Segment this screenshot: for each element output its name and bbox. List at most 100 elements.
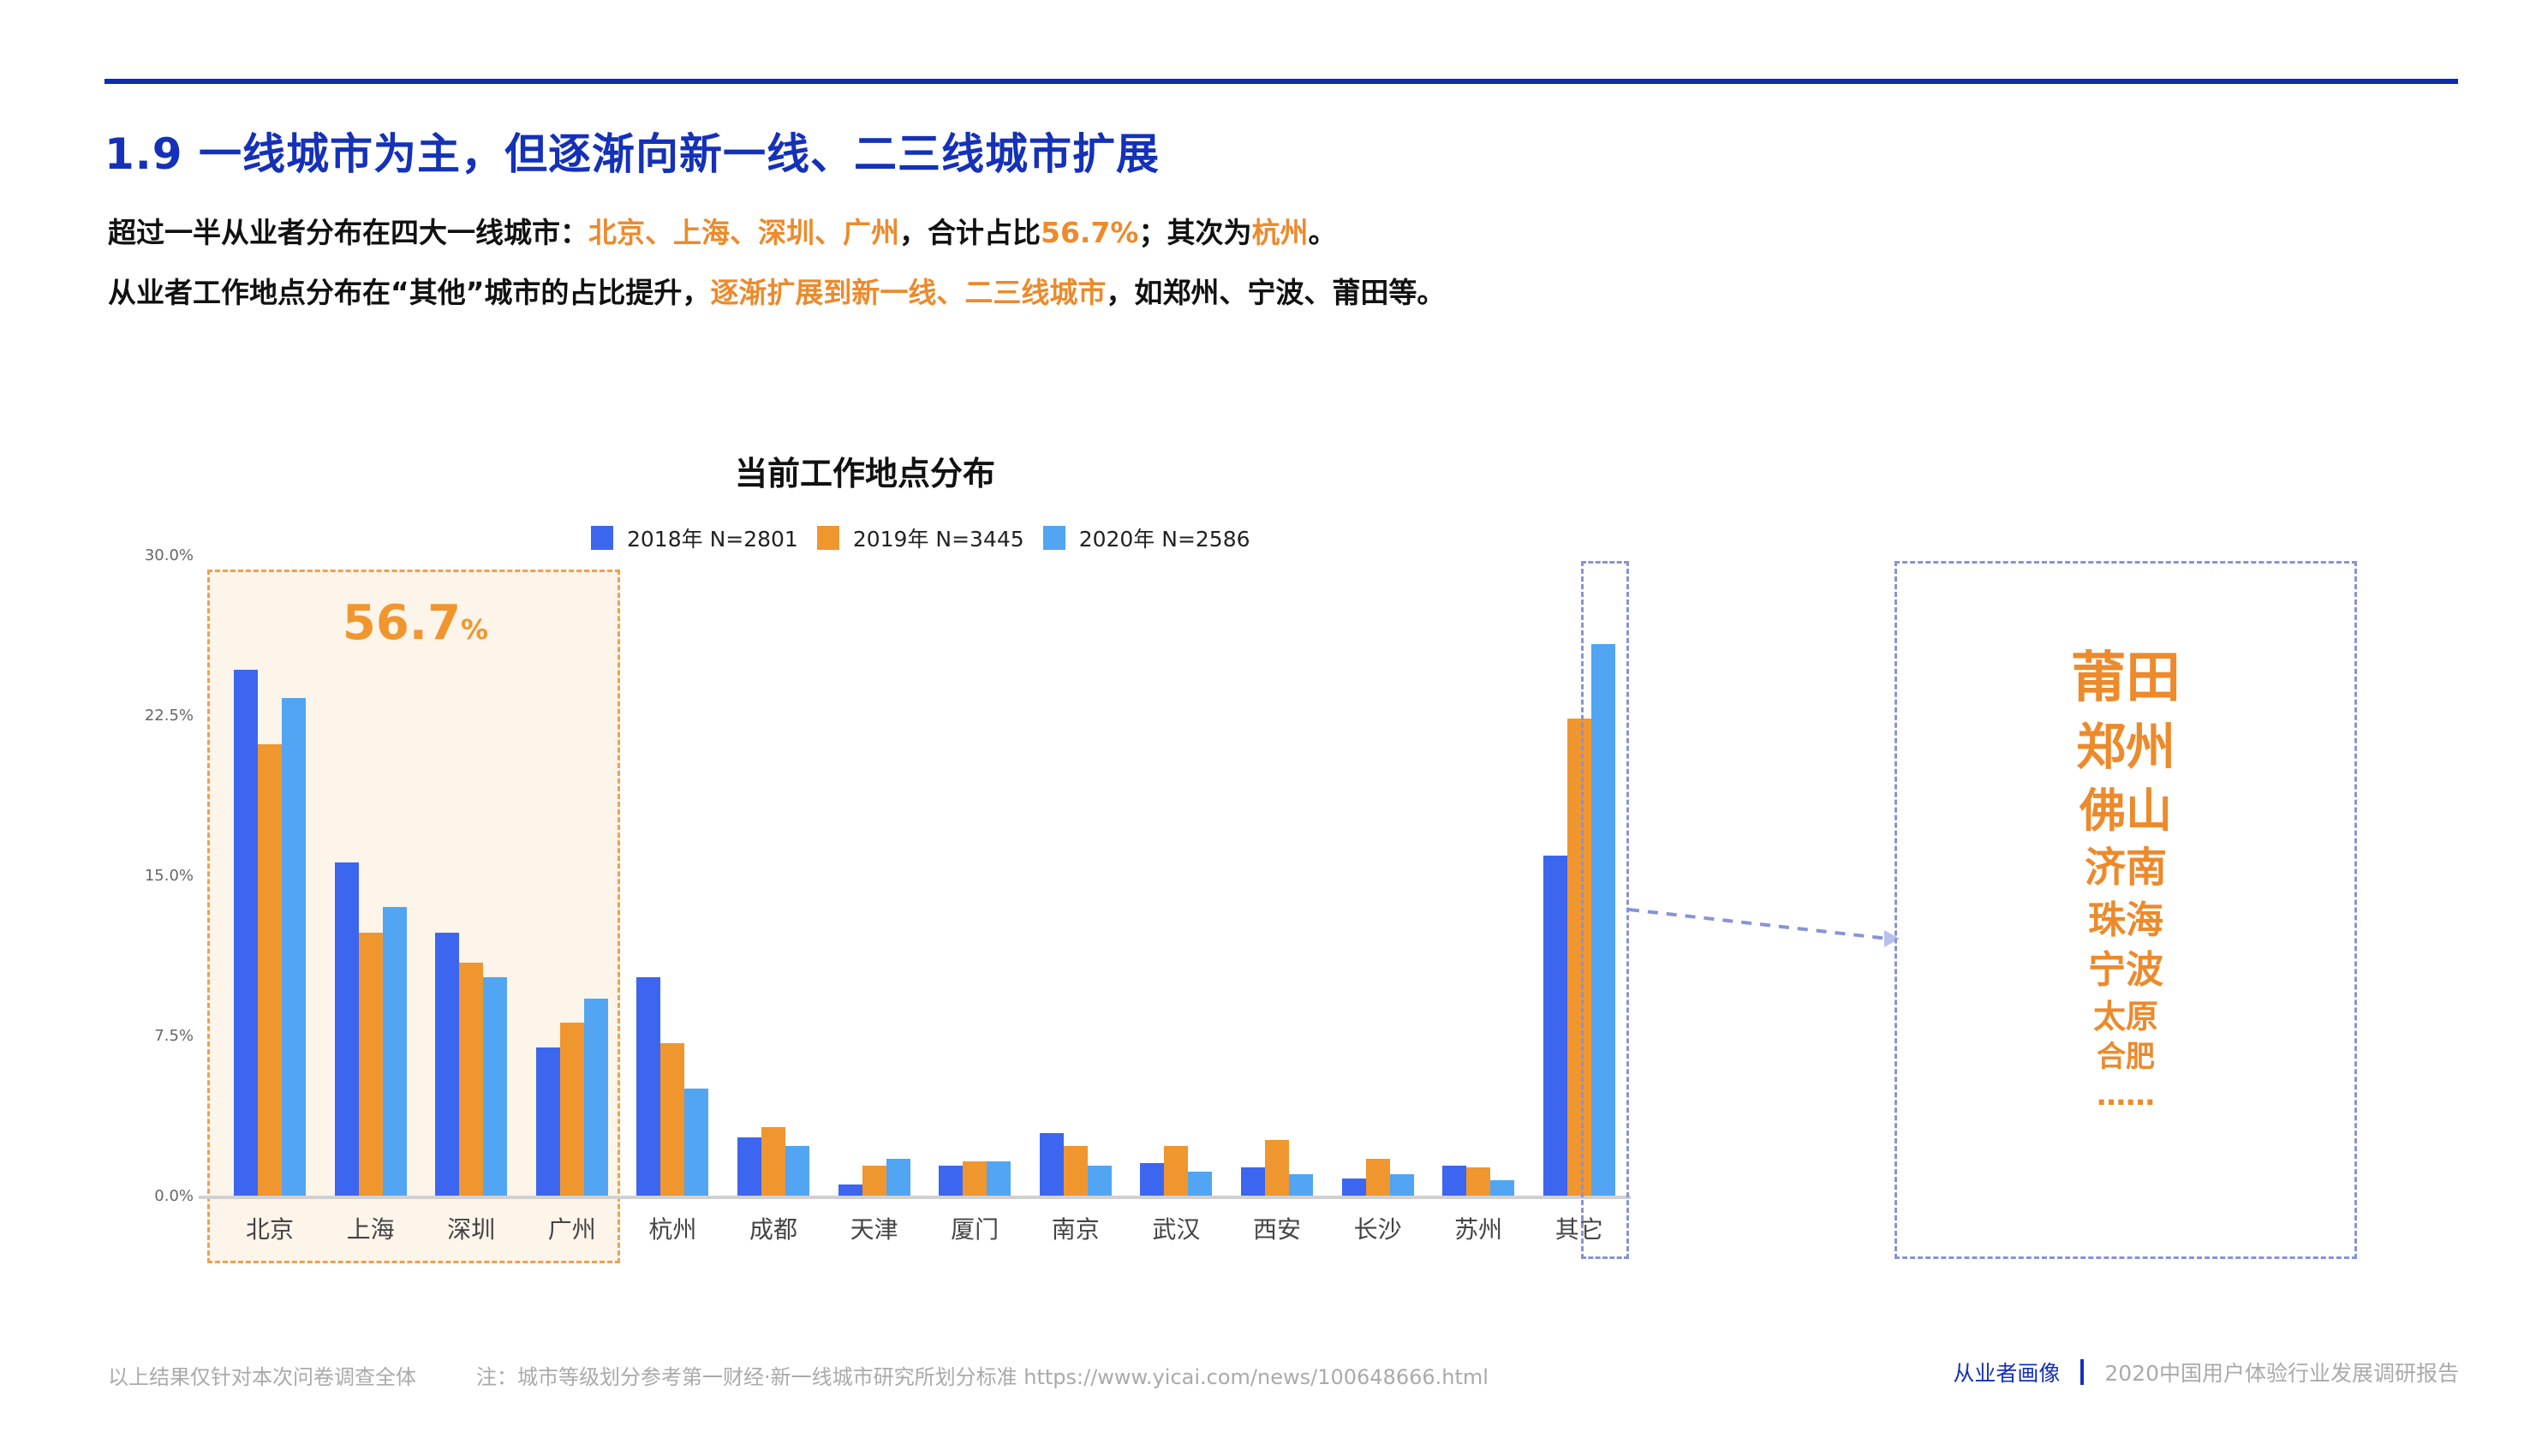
bar [234,670,258,1197]
bar [660,1043,685,1197]
tier1-total-suffix: % [461,613,489,646]
bar [382,906,407,1197]
x-tick-label: 杭州 [648,1215,697,1244]
bar [459,962,484,1197]
city-name: 济南 [2084,844,2167,892]
legend-label: 2019年 N=3445 [852,527,1024,552]
x-tick-label: 深圳 [447,1215,496,1244]
plot-area [234,644,1615,1197]
y-tick-label: 15.0% [144,867,194,885]
bar [583,999,608,1197]
city-name: 珠海 [2088,898,2163,942]
bar [1566,719,1591,1197]
summary-text: ；其次为 [1138,216,1252,249]
summary-text: 。 [1308,216,1337,249]
bar [963,1161,988,1197]
y-tick-label: 7.5% [154,1027,194,1045]
bar [1241,1167,1265,1197]
footer-report-title: 2020中国用户体验行业发展调研报告 [2104,1361,2459,1386]
summary-text: ，如郑州、宁波、莆田等。 [1106,276,1446,309]
summary-line-2: 从业者工作地点分布在“其他”城市的占比提升，逐渐扩展到新一线、二三线城市，如郑州… [108,270,1445,311]
x-tick-label: 北京 [245,1215,294,1244]
x-axis-line [199,1196,1631,1199]
y-tick-label: 22.5% [144,707,194,725]
bar [886,1159,910,1197]
bar [282,697,306,1197]
bar [737,1137,761,1197]
bar [1039,1133,1064,1197]
chart-title: 当前工作地点分布 [734,455,995,492]
bar [334,862,359,1197]
city-name: 宁波 [2088,947,2163,992]
bar [483,977,508,1197]
summary-text: 从业者工作地点分布在“其他”城市的占比提升， [108,276,711,309]
city-name: 佛山 [2080,784,2172,838]
x-tick-label: 广州 [547,1215,596,1244]
connector-arrow-icon [1628,908,1900,947]
bar [987,1161,1011,1197]
bar [435,932,460,1197]
highlight-text: 北京、上海、深圳、广州 [588,216,899,249]
footer-divider [2080,1359,2085,1385]
tier1-total-annotation: 56.7% [207,595,624,651]
legend-label: 2018年 N=2801 [627,527,798,552]
x-tick-label: 其它 [1554,1215,1603,1244]
x-tick-label: 长沙 [1353,1215,1402,1244]
x-tick-label: 上海 [346,1215,395,1244]
city-name: …… [2097,1077,2155,1113]
chart-legend: 2018年 N=2801 2019年 N=3445 2020年 N=2586 [591,522,1269,553]
legend-item: 2019年 N=3445 [816,522,1024,553]
bar [1490,1180,1515,1197]
tier1-total-value: 56.7 [342,595,462,651]
bar [1164,1146,1189,1197]
bar [1466,1167,1491,1197]
highlight-text: 杭州 [1251,216,1309,249]
city-name: 太原 [2092,997,2158,1035]
x-tick-label: 武汉 [1152,1215,1201,1244]
legend-item: 2020年 N=2586 [1042,522,1250,553]
legend-label: 2020年 N=2586 [1078,527,1250,552]
highlight-text: 逐渐扩展到新一线、二三线城市 [710,276,1107,309]
bar [535,1047,560,1197]
bar [1087,1165,1112,1197]
legend-swatch-icon [591,526,613,550]
x-tick-label: 天津 [850,1215,898,1244]
bar [1341,1178,1366,1197]
x-tick-label: 厦门 [951,1215,999,1244]
bar [1140,1163,1165,1197]
bar [862,1165,886,1197]
summary-text: ，合计占比 [899,216,1041,249]
bar [358,932,383,1197]
other-cities-list: 莆田 郑州 佛山 济南 珠海 宁波 太原 合肥…… [1895,642,2357,1115]
bar [684,1088,709,1197]
x-tick-label: 苏州 [1454,1215,1503,1244]
bar [1188,1172,1213,1197]
bar [1063,1146,1088,1197]
bar [1265,1139,1289,1197]
bar [1442,1165,1467,1197]
header-rule [104,79,2458,84]
bar [1542,856,1567,1197]
city-name: 合肥 [2097,1040,2155,1074]
bar [785,1146,809,1197]
y-tick-label: 0.0% [154,1187,194,1205]
bar [559,1022,584,1197]
bar [761,1126,785,1197]
bar [1389,1173,1414,1197]
bar [1365,1159,1390,1197]
x-tick-label: 西安 [1252,1215,1301,1244]
other-cities-panel [1895,561,2357,1259]
page-title: 1.9 一线城市为主，但逐渐向新一线、二三线城市扩展 [104,129,1160,179]
legend-item: 2018年 N=2801 [591,522,798,553]
bar [258,744,282,1197]
other-bar-highlight-box [1581,561,1629,1259]
summary-line-1: 超过一半从业者分布在四大一线城市：北京、上海、深圳、广州，合计占比56.7%；其… [108,210,1337,251]
footer-section: 从业者画像 [1953,1361,2061,1386]
footer-scope: 以上结果仅针对本次问卷调查全体 [108,1365,416,1389]
city-name: 郑州 [2075,718,2175,777]
legend-swatch-icon [816,526,839,550]
footer-note: 注：城市等级划分参考第一财经·新一线城市研究所划分标准 https://www.… [476,1365,1489,1389]
bar [1590,644,1615,1197]
x-tick-label: 成都 [749,1215,797,1244]
bar [636,977,661,1197]
